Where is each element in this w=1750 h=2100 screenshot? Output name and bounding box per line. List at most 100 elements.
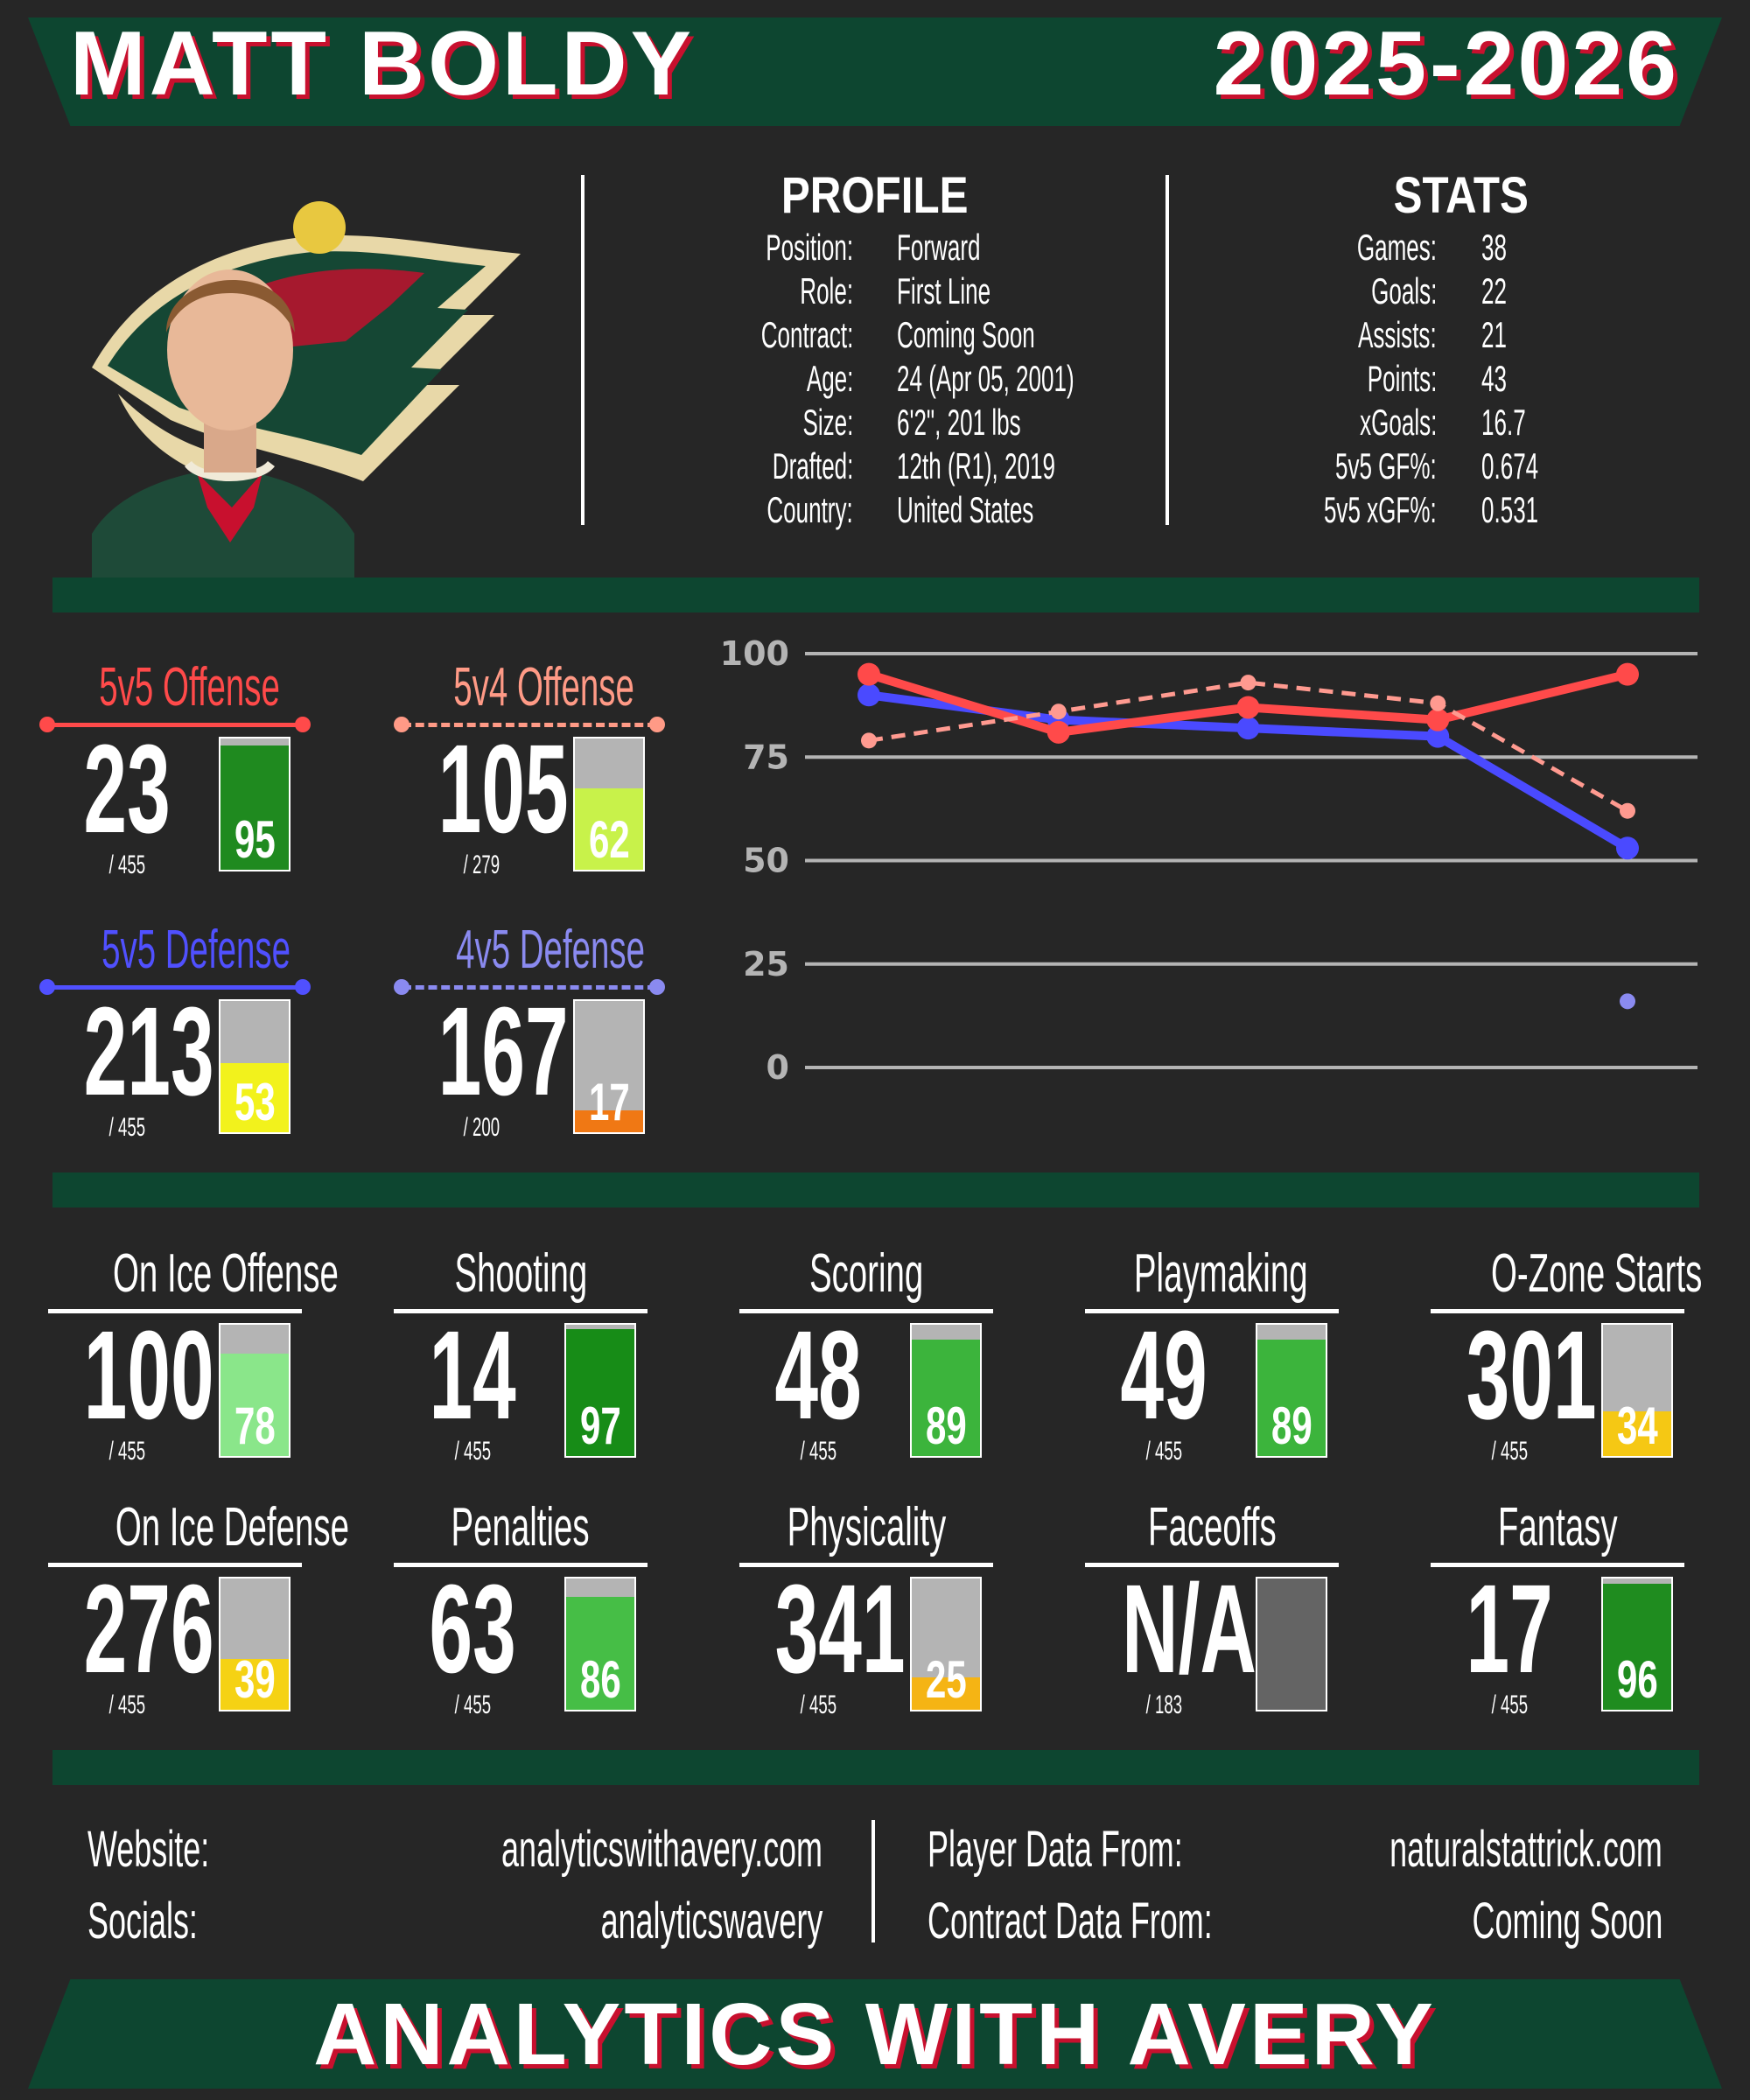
profile-value: Forward <box>897 227 981 268</box>
stats-value: 21 <box>1481 314 1507 355</box>
metric-title: Playmaking <box>1133 1243 1308 1304</box>
title-underline <box>1431 1309 1684 1313</box>
stats-value: 38 <box>1481 227 1507 268</box>
title-underline <box>48 1309 302 1313</box>
profile-title: PROFILE <box>781 167 969 224</box>
percentile-bar: 34 <box>1601 1323 1673 1458</box>
title-underline <box>1085 1309 1339 1313</box>
stats-label: Points: <box>1367 358 1437 399</box>
percentile-bar: 17 <box>573 999 645 1134</box>
y-tick-label: 0 <box>766 1048 789 1085</box>
player-data-source[interactable]: naturalstattrick.com <box>1390 1821 1662 1878</box>
title-underline <box>394 1309 648 1313</box>
metric-title: On Ice Offense <box>113 1243 339 1304</box>
profile-value: 6'2", 201 lbs <box>897 402 1021 443</box>
percentile-fill <box>912 1676 980 1710</box>
legend-line <box>39 979 311 995</box>
percentile-fill <box>1257 1339 1326 1456</box>
percentile-fill <box>912 1339 980 1456</box>
metric-rank-total: / 455 <box>108 1437 145 1466</box>
percentile-bar: 62 <box>573 737 645 872</box>
title-underline <box>1085 1563 1339 1567</box>
data-point <box>1616 662 1639 686</box>
website-link[interactable]: analyticswithavery.com <box>500 1821 822 1878</box>
legend-line <box>394 717 665 732</box>
metric-title: O-Zone Starts <box>1490 1243 1703 1304</box>
player-name: MATT BOLDY <box>70 13 695 115</box>
metric-rank: 49 <box>1120 1305 1208 1446</box>
metric-card: Shooting 14/ 455 97 <box>389 1242 652 1470</box>
legend-dot <box>295 717 311 732</box>
metric-card: Faceoffs N/A/ 183 <box>1081 1496 1343 1724</box>
metric-card: Fantasy 17/ 455 96 <box>1426 1496 1689 1724</box>
data-point <box>1236 717 1260 740</box>
socials-link[interactable]: analyticswavery <box>600 1893 822 1950</box>
profile-label: Drafted: <box>772 445 853 486</box>
stats-label: 5v5 xGF%: <box>1324 489 1437 530</box>
player-headshot <box>92 270 354 586</box>
percentile-bar: 39 <box>219 1577 290 1712</box>
percentile-bar: 89 <box>1256 1323 1327 1458</box>
profile-label: Size: <box>802 402 853 443</box>
percentile-bar <box>1256 1577 1327 1712</box>
percentile-value: 25 <box>925 1650 967 1709</box>
percentile-value: 95 <box>234 810 276 869</box>
data-point <box>1616 836 1639 860</box>
metric-rank: 100 <box>83 1305 214 1446</box>
percentile-bar: 53 <box>219 999 290 1134</box>
metric-rank: 105 <box>438 718 569 859</box>
metric-rank: 341 <box>774 1558 906 1699</box>
website-label: Website: <box>88 1821 210 1878</box>
metric-rank: 213 <box>83 981 214 1122</box>
legend-dot <box>394 979 410 995</box>
legend-line <box>394 979 665 995</box>
percentile-fill <box>1257 1578 1326 1710</box>
socials-label: Socials: <box>88 1893 198 1950</box>
profile-label: Contract: <box>760 314 853 355</box>
metric-card: 5v5 Offense 23/ 455 95 <box>39 656 311 884</box>
metric-rank-total: / 455 <box>108 1113 145 1142</box>
percentile-trend-chart: 0 25 50 75 100 2021-2022 2022-2023 2023-2024 202… <box>720 634 1698 1085</box>
profile-value: First Line <box>897 270 991 312</box>
legend-dot <box>649 979 665 995</box>
team-logo-with-player-photo <box>83 192 529 586</box>
metric-rank: 301 <box>1466 1305 1597 1446</box>
percentile-bar: 86 <box>564 1577 636 1712</box>
metric-rank-total: / 455 <box>454 1437 491 1466</box>
metric-rank: 23 <box>83 718 171 859</box>
stats-label: Games: <box>1356 227 1437 268</box>
profile-label: Age: <box>806 358 853 399</box>
season-label: 2025-2026 <box>1213 13 1680 115</box>
data-point <box>1430 695 1446 711</box>
x-tick-label: 2021-2022 <box>803 1084 934 1085</box>
metric-rank-total: / 279 <box>463 850 500 879</box>
stats-title: STATS <box>1393 167 1530 224</box>
profile-label: Role: <box>800 270 853 312</box>
metric-card: 5v5 Defense 213/ 455 53 <box>39 919 311 1146</box>
contract-data-source: Coming Soon <box>1472 1893 1662 1950</box>
metric-card: 4v5 Defense 167/ 200 17 <box>394 919 665 1146</box>
metric-rank-total: / 455 <box>108 850 145 879</box>
data-point <box>1426 708 1450 732</box>
metric-rank-total: / 455 <box>800 1437 836 1466</box>
metric-rank-total: / 455 <box>1491 1690 1528 1719</box>
percentile-bar: 96 <box>1601 1577 1673 1712</box>
stats-value: 16.7 <box>1481 402 1526 443</box>
percentile-fill <box>566 1597 634 1710</box>
metric-rank-total: / 183 <box>1145 1690 1182 1719</box>
metric-card: O-Zone Starts 301/ 455 34 <box>1426 1242 1703 1470</box>
metric-rank: 17 <box>1466 1558 1553 1699</box>
title-underline <box>394 1563 648 1567</box>
legend-dot <box>39 979 55 995</box>
percentile-value: 34 <box>1616 1396 1658 1455</box>
profile-value: Coming Soon <box>897 314 1035 355</box>
legend-dot <box>394 717 410 732</box>
percentile-value: 86 <box>579 1650 621 1709</box>
stats-value: 0.674 <box>1481 445 1539 486</box>
percentile-fill <box>575 1110 643 1132</box>
section-divider <box>52 1750 1699 1785</box>
legend-dot <box>649 717 665 732</box>
contract-data-label: Contract Data From: <box>928 1893 1213 1950</box>
legend-dot <box>39 717 55 732</box>
divider <box>581 175 584 525</box>
